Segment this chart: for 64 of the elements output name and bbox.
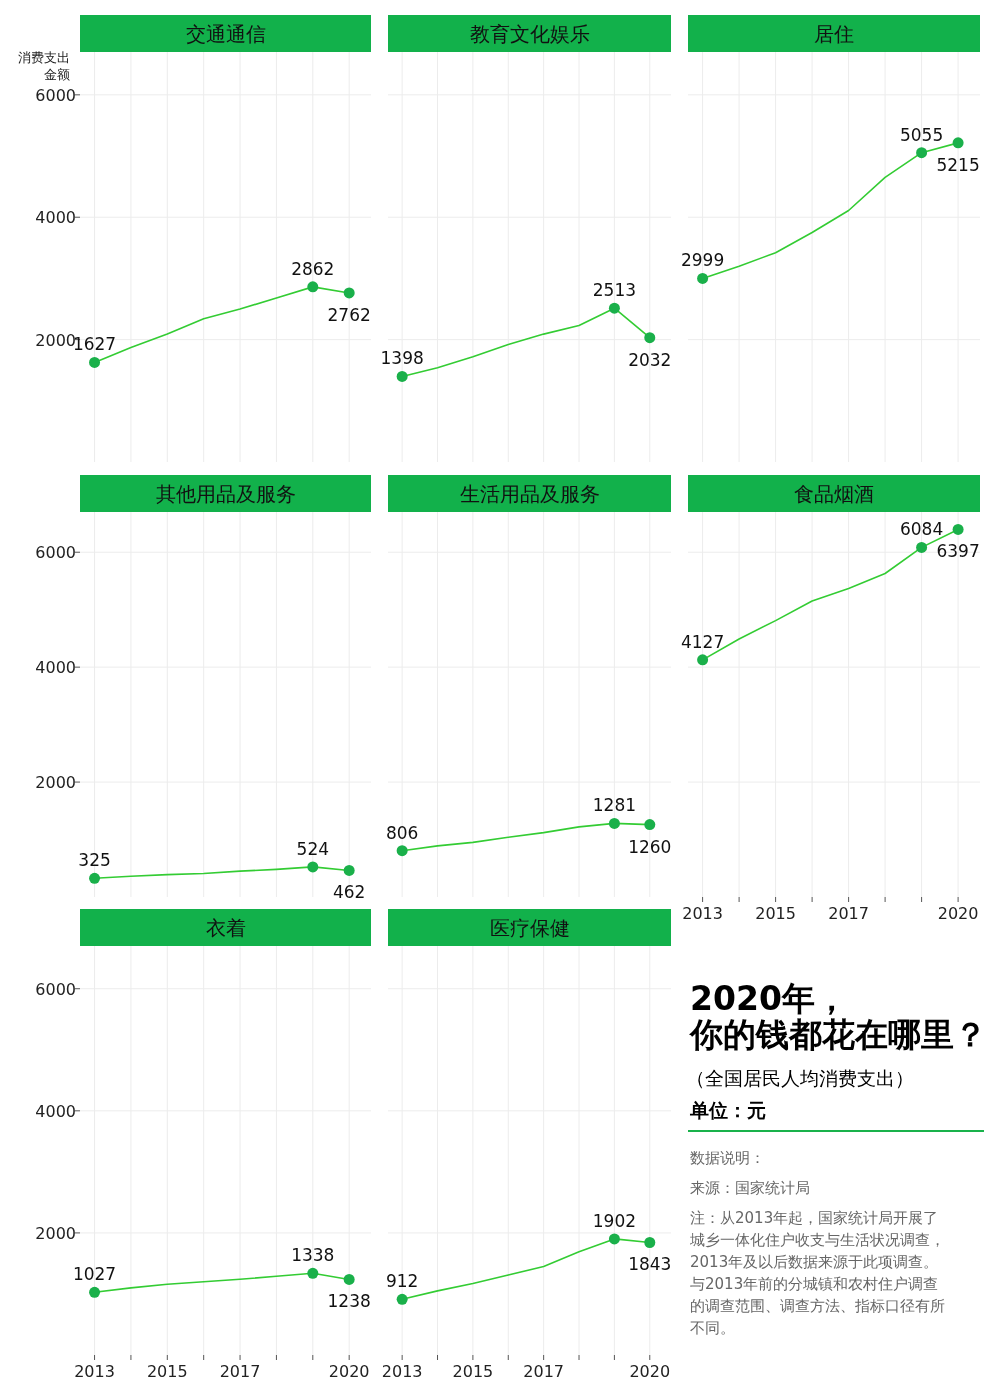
data-label: 1902: [592, 1210, 637, 1231]
x-tick-label: 2013: [74, 1362, 115, 1381]
text: 注：从2013年起，国家统计局开展了城乡一体化住户收支与生活状况调查，2013年及以后数据来源于此项调查。与2013年前的分城镇和农村住户调查的调查范围、调查方法、指标口径有所不同。: [689, 1209, 945, 1337]
data-label: 912: [385, 1271, 419, 1292]
source-note: 来源：国家统计局: [690, 1179, 810, 1197]
data-label: 2999: [680, 250, 725, 271]
chart-title: 衣着: [205, 916, 246, 940]
y-tick-label: 6000: [35, 543, 76, 563]
chart-title: 医疗保健: [489, 916, 570, 940]
text: 2020年，你的钱都花在哪里？: [688, 979, 987, 1054]
point: [89, 1286, 101, 1298]
data-label: 6084: [899, 519, 944, 540]
point: [307, 281, 319, 293]
data-label: 325: [78, 850, 111, 871]
data-label: 5215: [936, 154, 980, 175]
data-label: 2762: [327, 304, 371, 325]
y-tick-label: 2000: [35, 773, 76, 793]
x-tick-label: 2020: [937, 904, 979, 923]
y-tick-label: 4000: [35, 208, 76, 228]
x-tick-label: 2020: [328, 1362, 370, 1381]
y-tick-label: 6000: [35, 85, 76, 105]
text: 单位：元: [689, 1099, 766, 1121]
data-label: 806: [385, 822, 419, 843]
y-tick-label: 4000: [35, 658, 76, 678]
x-tick-label: 2020: [629, 1362, 671, 1381]
data-label: 6397: [936, 541, 980, 562]
x-tick-label: 2017: [219, 1362, 261, 1381]
text: 数据说明：: [690, 1149, 765, 1167]
data-label: 1398: [380, 348, 424, 369]
point: [343, 287, 355, 299]
x-tick-label: 2015: [146, 1362, 188, 1381]
y-tick-label: 6000: [35, 979, 76, 999]
y-tick-label: 4000: [35, 1101, 76, 1121]
data-label: 2513: [592, 280, 637, 301]
data-label: 2032: [628, 349, 672, 370]
point: [343, 1273, 355, 1285]
x-tick-label: 2013: [682, 904, 723, 923]
chart-title: 教育文化娱乐: [469, 22, 590, 46]
data-label: 524: [296, 838, 330, 859]
x-tick-label: 2013: [381, 1362, 423, 1381]
x-tick-label: 2015: [755, 904, 796, 923]
chart-title: 居住: [814, 22, 854, 46]
data-label: 462: [332, 882, 366, 903]
data-label: 1338: [291, 1245, 335, 1266]
data-label: 1027: [72, 1264, 117, 1285]
y-axis-title: 消费支出金额: [18, 50, 70, 82]
x-tick-label: 2017: [828, 904, 869, 923]
data-label: 1843: [628, 1254, 672, 1275]
text: （全国居民人均消费支出）: [686, 1067, 914, 1089]
data-label: 1238: [327, 1291, 371, 1312]
data-label: 1281: [592, 795, 637, 816]
chart-title: 其他用品及服务: [155, 482, 296, 506]
y-tick-label: 2000: [35, 1223, 76, 1243]
data-label: 1260: [628, 836, 672, 857]
chart-title: 食品烟酒: [794, 482, 874, 506]
data-label: 5055: [899, 124, 944, 145]
x-tick-label: 2015: [452, 1362, 494, 1381]
data-label: 4127: [680, 631, 725, 652]
chart-title: 生活用品及服务: [459, 482, 600, 506]
x-tick-label: 2017: [523, 1362, 565, 1381]
point: [307, 1267, 319, 1279]
chart-title: 交通通信: [185, 22, 266, 46]
data-label: 2862: [291, 258, 335, 279]
point: [89, 356, 101, 368]
